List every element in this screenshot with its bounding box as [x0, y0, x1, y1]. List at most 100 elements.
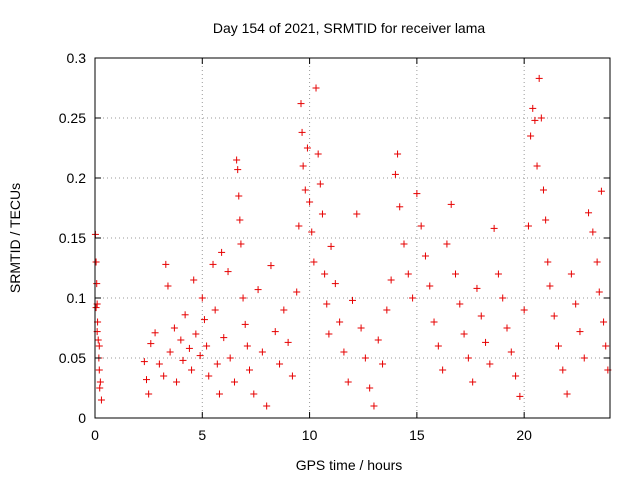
data-point [539, 186, 547, 194]
data-point [430, 318, 438, 326]
data-point [321, 270, 329, 278]
data-point [293, 288, 301, 296]
data-point [181, 311, 189, 319]
data-point [563, 390, 571, 398]
data-point [353, 210, 361, 218]
data-point [494, 270, 502, 278]
data-point [220, 334, 228, 342]
data-point [236, 216, 244, 224]
data-point [318, 210, 326, 218]
grid [95, 58, 610, 418]
data-point [585, 209, 593, 217]
data-point [580, 354, 588, 362]
data-point [276, 360, 284, 368]
data-point [516, 392, 524, 400]
data-point [469, 378, 477, 386]
data-point [325, 330, 333, 338]
data-point [413, 190, 421, 198]
data-point [340, 348, 348, 356]
x-tick-label: 10 [302, 427, 318, 443]
data-point [213, 360, 221, 368]
data-point [267, 262, 275, 270]
data-point [595, 288, 603, 296]
data-point [192, 330, 200, 338]
data-point [198, 294, 206, 302]
x-tick-label: 15 [409, 427, 425, 443]
x-axis-label: GPS time / hours [296, 457, 403, 473]
chart-title: Day 154 of 2021, SRMTID for receiver lam… [213, 20, 486, 36]
data-point [177, 336, 185, 344]
data-point [361, 354, 369, 362]
data-point [533, 162, 541, 170]
y-tick-label: 0.25 [59, 110, 86, 126]
data-point [421, 252, 429, 260]
data-point [535, 74, 543, 82]
data-point [160, 372, 168, 380]
data-point [97, 396, 105, 404]
data-point [230, 378, 238, 386]
data-point [537, 114, 545, 122]
data-point [482, 338, 490, 346]
data-point [173, 378, 181, 386]
data-point [447, 200, 455, 208]
data-point [400, 240, 408, 248]
data-point [188, 366, 196, 374]
data-point [443, 240, 451, 248]
data-point [218, 248, 226, 256]
data-point [336, 318, 344, 326]
data-point [179, 356, 187, 364]
data-point [94, 336, 102, 344]
y-tick-label: 0.15 [59, 230, 86, 246]
data-point [559, 366, 567, 374]
data-point [288, 372, 296, 380]
data-point [544, 258, 552, 266]
y-axis-label: SRMTID / TECUs [7, 183, 23, 293]
data-point [143, 376, 150, 384]
data-point [600, 318, 608, 326]
data-point [96, 384, 104, 392]
data-point [308, 228, 316, 236]
data-point [331, 280, 339, 288]
data-point [531, 116, 539, 124]
data-point [396, 203, 404, 211]
data-point [93, 280, 101, 288]
data-point [205, 372, 213, 380]
data-point [434, 342, 442, 350]
data-point [314, 150, 322, 158]
data-point [486, 360, 494, 368]
data-point [366, 384, 374, 392]
data-point [529, 104, 537, 112]
data-point [226, 354, 234, 362]
data-point [379, 360, 387, 368]
data-point [520, 306, 528, 314]
data-point [370, 402, 378, 410]
data-point [546, 282, 554, 290]
data-point [234, 166, 242, 174]
data-point [602, 342, 610, 350]
data-point [555, 342, 562, 350]
data-point [95, 342, 103, 350]
data-point [241, 320, 249, 328]
data-point [572, 300, 580, 308]
data-point [593, 258, 601, 266]
data-point [92, 304, 100, 312]
data-point [258, 348, 266, 356]
data-point [499, 294, 507, 302]
data-point [344, 378, 352, 386]
data-point [254, 286, 262, 294]
data-point [297, 100, 305, 108]
data-point [503, 324, 511, 332]
axis-ticks: 0 0.05 0.1 0.15 0.2 0.25 0.3 0 5 10 15 20 [59, 50, 610, 443]
data-point [151, 329, 159, 337]
data-point [233, 156, 241, 164]
data-point [524, 222, 532, 230]
data-point [263, 402, 271, 410]
data-points [91, 74, 612, 410]
data-point [147, 340, 155, 348]
data-point [452, 270, 459, 278]
data-point [477, 312, 485, 320]
data-point [357, 324, 365, 332]
data-point [310, 258, 318, 266]
data-point [512, 372, 520, 380]
data-point [387, 276, 395, 284]
